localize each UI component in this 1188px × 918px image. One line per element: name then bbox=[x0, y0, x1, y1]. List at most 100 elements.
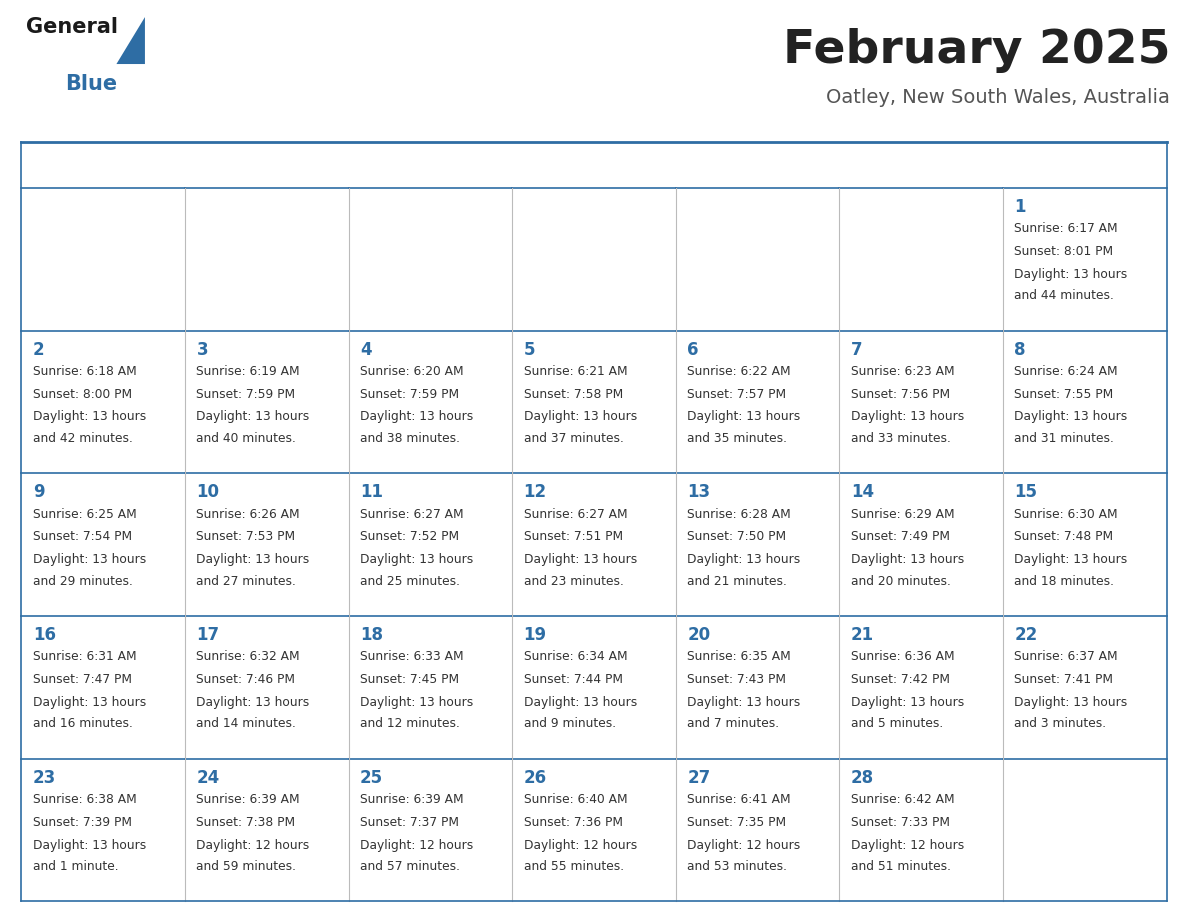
Text: Sunrise: 6:19 AM: Sunrise: 6:19 AM bbox=[196, 364, 301, 378]
Text: Sunrise: 6:32 AM: Sunrise: 6:32 AM bbox=[196, 650, 301, 664]
Text: 21: 21 bbox=[851, 626, 874, 644]
Text: and 25 minutes.: and 25 minutes. bbox=[360, 575, 460, 588]
Text: Daylight: 13 hours: Daylight: 13 hours bbox=[687, 696, 801, 709]
Text: Monday: Monday bbox=[201, 158, 261, 173]
Text: Daylight: 13 hours: Daylight: 13 hours bbox=[1015, 268, 1127, 281]
Text: 14: 14 bbox=[851, 483, 874, 501]
Text: Sunset: 7:38 PM: Sunset: 7:38 PM bbox=[196, 816, 296, 829]
Text: 22: 22 bbox=[1015, 626, 1037, 644]
Text: Daylight: 13 hours: Daylight: 13 hours bbox=[851, 696, 965, 709]
Text: Sunset: 7:57 PM: Sunset: 7:57 PM bbox=[687, 387, 786, 400]
Text: 11: 11 bbox=[360, 483, 383, 501]
Text: 19: 19 bbox=[524, 626, 546, 644]
Text: and 21 minutes.: and 21 minutes. bbox=[687, 575, 788, 588]
Text: Daylight: 13 hours: Daylight: 13 hours bbox=[33, 696, 146, 709]
Text: and 27 minutes.: and 27 minutes. bbox=[196, 575, 296, 588]
Text: Daylight: 13 hours: Daylight: 13 hours bbox=[524, 696, 637, 709]
Text: 10: 10 bbox=[196, 483, 220, 501]
Text: 16: 16 bbox=[33, 626, 56, 644]
Text: Sunset: 7:43 PM: Sunset: 7:43 PM bbox=[687, 673, 786, 686]
Text: Sunset: 7:41 PM: Sunset: 7:41 PM bbox=[1015, 673, 1113, 686]
Text: General: General bbox=[26, 17, 118, 37]
Text: Sunset: 7:37 PM: Sunset: 7:37 PM bbox=[360, 816, 459, 829]
Text: Sunset: 7:59 PM: Sunset: 7:59 PM bbox=[360, 387, 460, 400]
Text: Tuesday: Tuesday bbox=[365, 158, 428, 173]
Text: Sunrise: 6:38 AM: Sunrise: 6:38 AM bbox=[33, 793, 137, 806]
Text: Sunrise: 6:40 AM: Sunrise: 6:40 AM bbox=[524, 793, 627, 806]
Text: 15: 15 bbox=[1015, 483, 1037, 501]
Text: 9: 9 bbox=[33, 483, 44, 501]
Text: February 2025: February 2025 bbox=[783, 28, 1170, 73]
Text: Daylight: 13 hours: Daylight: 13 hours bbox=[33, 554, 146, 566]
Text: Sunrise: 6:39 AM: Sunrise: 6:39 AM bbox=[360, 793, 463, 806]
Text: Sunset: 7:49 PM: Sunset: 7:49 PM bbox=[851, 531, 950, 543]
Text: 3: 3 bbox=[196, 341, 208, 359]
Text: Sunset: 7:56 PM: Sunset: 7:56 PM bbox=[851, 387, 950, 400]
Text: Sunday: Sunday bbox=[38, 158, 95, 173]
Text: Sunrise: 6:37 AM: Sunrise: 6:37 AM bbox=[1015, 650, 1118, 664]
Text: 13: 13 bbox=[687, 483, 710, 501]
Text: 28: 28 bbox=[851, 768, 874, 787]
Text: Sunset: 8:01 PM: Sunset: 8:01 PM bbox=[1015, 245, 1113, 258]
Text: and 40 minutes.: and 40 minutes. bbox=[196, 431, 296, 445]
Text: 7: 7 bbox=[851, 341, 862, 359]
Text: and 51 minutes.: and 51 minutes. bbox=[851, 860, 950, 873]
Text: Daylight: 13 hours: Daylight: 13 hours bbox=[687, 410, 801, 423]
Text: and 42 minutes.: and 42 minutes. bbox=[33, 431, 133, 445]
Text: 4: 4 bbox=[360, 341, 372, 359]
Text: and 16 minutes.: and 16 minutes. bbox=[33, 717, 133, 731]
Text: 2: 2 bbox=[33, 341, 44, 359]
Text: Sunrise: 6:34 AM: Sunrise: 6:34 AM bbox=[524, 650, 627, 664]
Text: Sunset: 7:53 PM: Sunset: 7:53 PM bbox=[196, 531, 296, 543]
Text: Daylight: 13 hours: Daylight: 13 hours bbox=[33, 410, 146, 423]
Text: 17: 17 bbox=[196, 626, 220, 644]
Text: Sunrise: 6:21 AM: Sunrise: 6:21 AM bbox=[524, 364, 627, 378]
Text: 25: 25 bbox=[360, 768, 384, 787]
Text: 27: 27 bbox=[687, 768, 710, 787]
Text: Sunrise: 6:24 AM: Sunrise: 6:24 AM bbox=[1015, 364, 1118, 378]
Text: Daylight: 13 hours: Daylight: 13 hours bbox=[851, 554, 965, 566]
Text: and 59 minutes.: and 59 minutes. bbox=[196, 860, 297, 873]
Text: Daylight: 13 hours: Daylight: 13 hours bbox=[196, 410, 310, 423]
Text: and 44 minutes.: and 44 minutes. bbox=[1015, 289, 1114, 302]
Text: Daylight: 13 hours: Daylight: 13 hours bbox=[1015, 410, 1127, 423]
Text: and 29 minutes.: and 29 minutes. bbox=[33, 575, 133, 588]
Text: Sunset: 7:59 PM: Sunset: 7:59 PM bbox=[196, 387, 296, 400]
Text: 23: 23 bbox=[33, 768, 56, 787]
Text: Sunrise: 6:33 AM: Sunrise: 6:33 AM bbox=[360, 650, 463, 664]
Text: Sunset: 7:48 PM: Sunset: 7:48 PM bbox=[1015, 531, 1113, 543]
Text: Sunrise: 6:41 AM: Sunrise: 6:41 AM bbox=[687, 793, 791, 806]
Text: 1: 1 bbox=[1015, 198, 1026, 216]
Text: 8: 8 bbox=[1015, 341, 1026, 359]
Text: Sunrise: 6:39 AM: Sunrise: 6:39 AM bbox=[196, 793, 301, 806]
Text: Sunset: 7:42 PM: Sunset: 7:42 PM bbox=[851, 673, 950, 686]
Text: Sunset: 7:52 PM: Sunset: 7:52 PM bbox=[360, 531, 460, 543]
Text: and 5 minutes.: and 5 minutes. bbox=[851, 717, 943, 731]
Text: Friday: Friday bbox=[855, 158, 902, 173]
Text: Sunset: 7:45 PM: Sunset: 7:45 PM bbox=[360, 673, 460, 686]
Text: Daylight: 13 hours: Daylight: 13 hours bbox=[1015, 696, 1127, 709]
Text: Sunset: 7:46 PM: Sunset: 7:46 PM bbox=[196, 673, 296, 686]
Text: Sunset: 7:36 PM: Sunset: 7:36 PM bbox=[524, 816, 623, 829]
Text: Sunrise: 6:31 AM: Sunrise: 6:31 AM bbox=[33, 650, 137, 664]
Text: Sunrise: 6:20 AM: Sunrise: 6:20 AM bbox=[360, 364, 463, 378]
Text: Sunrise: 6:18 AM: Sunrise: 6:18 AM bbox=[33, 364, 137, 378]
Text: and 38 minutes.: and 38 minutes. bbox=[360, 431, 460, 445]
Text: Daylight: 13 hours: Daylight: 13 hours bbox=[196, 696, 310, 709]
Text: and 53 minutes.: and 53 minutes. bbox=[687, 860, 788, 873]
Text: 12: 12 bbox=[524, 483, 546, 501]
Text: Oatley, New South Wales, Australia: Oatley, New South Wales, Australia bbox=[827, 88, 1170, 107]
Text: Daylight: 12 hours: Daylight: 12 hours bbox=[851, 839, 965, 852]
Text: Sunset: 7:35 PM: Sunset: 7:35 PM bbox=[687, 816, 786, 829]
Text: 24: 24 bbox=[196, 768, 220, 787]
Text: Sunset: 7:33 PM: Sunset: 7:33 PM bbox=[851, 816, 950, 829]
Text: Sunset: 7:54 PM: Sunset: 7:54 PM bbox=[33, 531, 132, 543]
Text: and 31 minutes.: and 31 minutes. bbox=[1015, 431, 1114, 445]
Text: Sunrise: 6:35 AM: Sunrise: 6:35 AM bbox=[687, 650, 791, 664]
Text: Daylight: 13 hours: Daylight: 13 hours bbox=[360, 696, 473, 709]
Text: Sunrise: 6:42 AM: Sunrise: 6:42 AM bbox=[851, 793, 954, 806]
Text: Sunset: 7:50 PM: Sunset: 7:50 PM bbox=[687, 531, 786, 543]
Text: Daylight: 13 hours: Daylight: 13 hours bbox=[360, 554, 473, 566]
Text: Sunrise: 6:25 AM: Sunrise: 6:25 AM bbox=[33, 508, 137, 521]
Text: Daylight: 12 hours: Daylight: 12 hours bbox=[687, 839, 801, 852]
